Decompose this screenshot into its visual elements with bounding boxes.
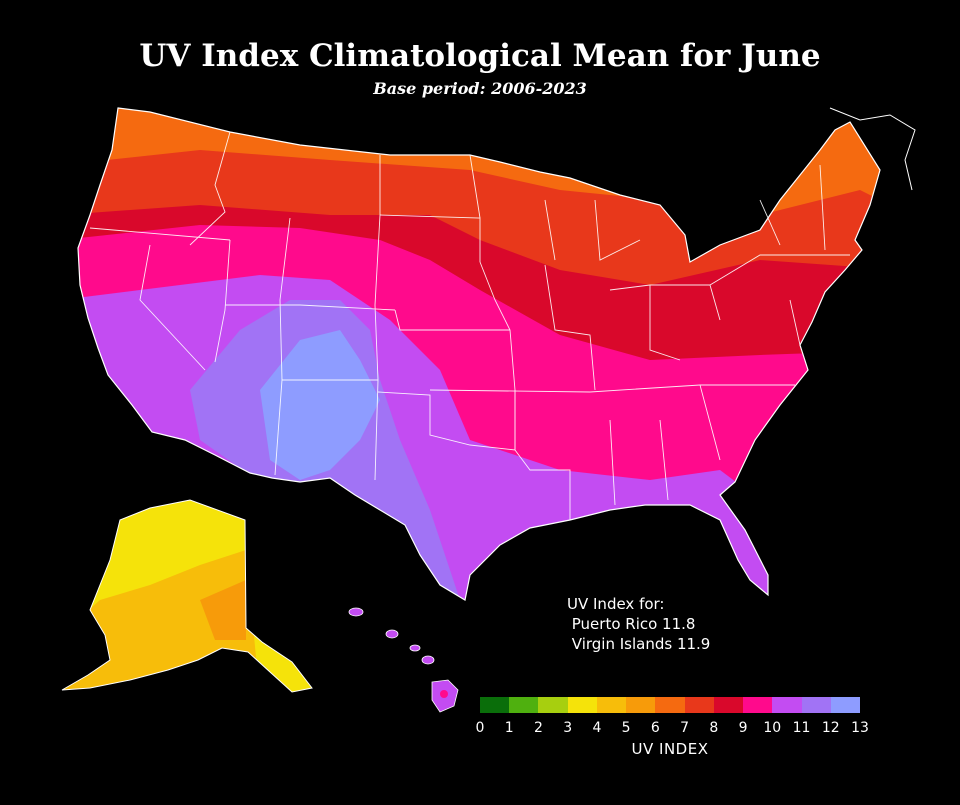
colorbar-swatch-11	[801, 697, 831, 713]
colorbar-tick-12: 12	[821, 720, 840, 736]
state-borders	[89, 131, 850, 520]
map-title: UV Index Climatological Mean for June	[139, 38, 821, 74]
map-subtitle: Base period: 2006-2023	[373, 79, 587, 98]
colorbar-swatch-6	[655, 697, 685, 713]
colorbar-swatch-10	[772, 697, 802, 713]
colorbar-tick-3: 3	[563, 720, 573, 736]
colorbar-swatch-9	[743, 697, 773, 713]
colorbar-swatch-1	[509, 697, 539, 713]
note-virgin-islands: Virgin Islands 11.9	[567, 635, 711, 653]
territory-uv-note: UV Index for: Puerto Rico 11.8 Virgin Is…	[567, 594, 710, 654]
colorbar-tick-5: 5	[621, 720, 631, 736]
colorbar-swatch-0	[480, 697, 510, 713]
colorbar-tick-7: 7	[680, 720, 690, 736]
colorbar-swatch-5	[626, 697, 656, 713]
colorbar-tick-1: 1	[504, 720, 514, 736]
colorbar-swatch-12	[830, 697, 861, 713]
colorbar-swatch-2	[538, 697, 568, 713]
colorbar-tick-13: 13	[851, 720, 869, 736]
conus-outline	[77, 107, 881, 601]
note-heading: UV Index for:	[567, 595, 665, 613]
colorbar-tick-8: 8	[709, 720, 719, 736]
uv-colorbar	[480, 697, 861, 713]
colorbar-tick-2: 2	[533, 720, 543, 736]
colorbar-tick-4: 4	[592, 720, 602, 736]
colorbar-swatch-3	[567, 697, 597, 713]
colorbar-tick-9: 9	[738, 720, 748, 736]
colorbar-swatch-4	[596, 697, 627, 713]
alaska-outline	[61, 499, 313, 693]
colorbar-swatch-8	[713, 697, 744, 713]
colorbar-tick-11: 11	[792, 720, 811, 736]
colorbar-tick-0: 0	[475, 720, 485, 736]
uv-colorbar-ticks: 0 1 2 3 4 5 6 7 8 9 10 11 12 13	[476, 720, 869, 738]
note-puerto-rico: Puerto Rico 11.8	[567, 615, 696, 633]
canada-outline-fragment	[829, 107, 916, 191]
uv-colorbar-label: UV INDEX	[631, 740, 709, 758]
colorbar-swatch-7	[684, 697, 714, 713]
colorbar-tick-6: 6	[650, 720, 660, 736]
colorbar-tick-10: 10	[763, 720, 782, 736]
hawaii	[348, 607, 459, 713]
